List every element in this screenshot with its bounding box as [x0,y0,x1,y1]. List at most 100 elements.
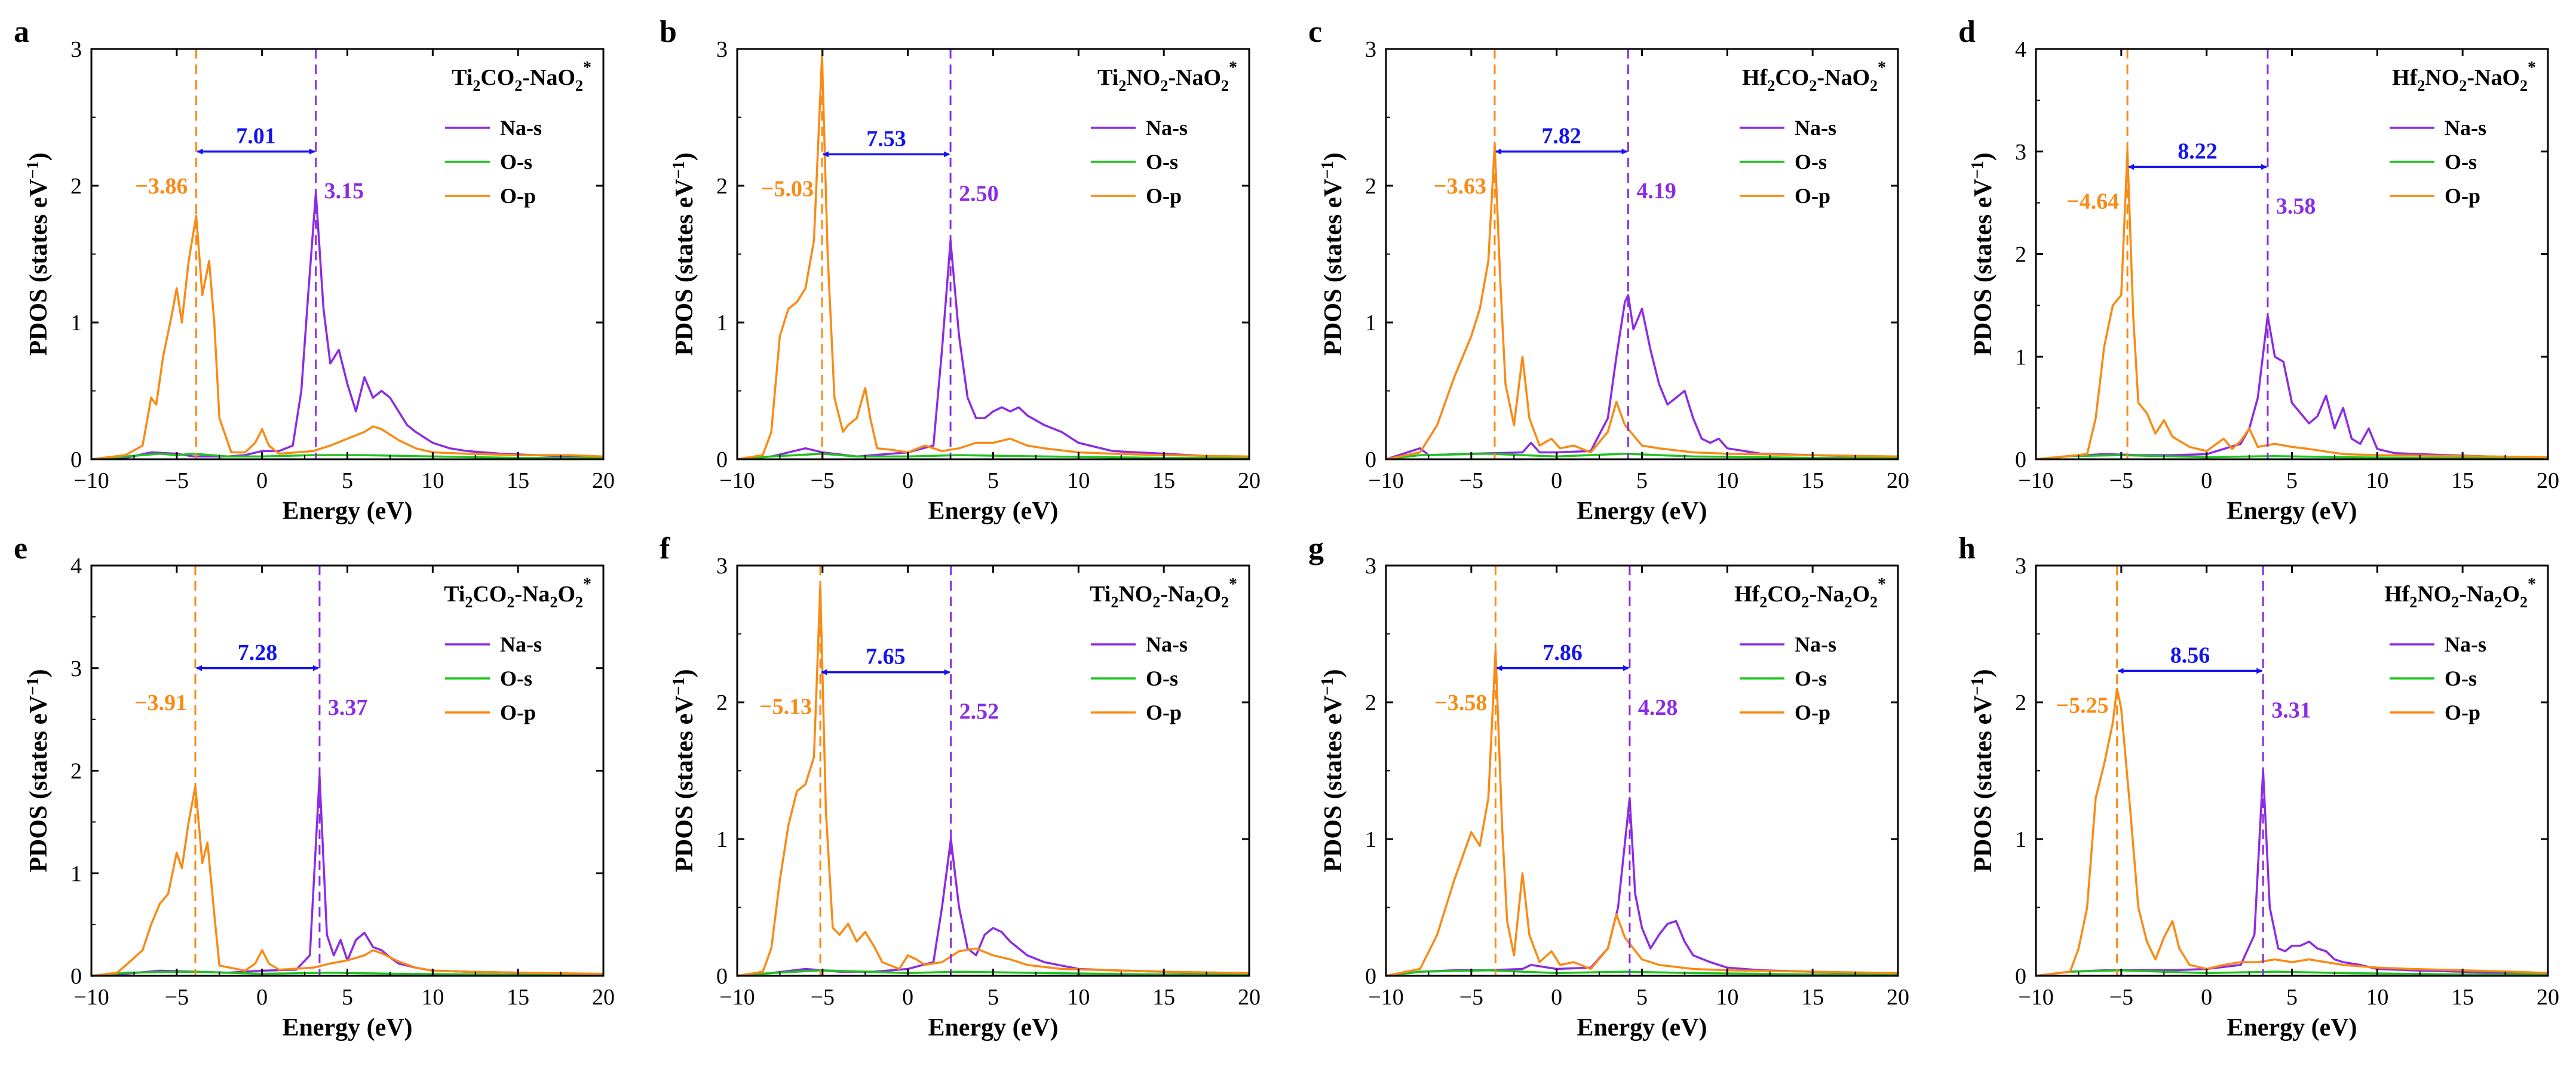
plot-frame [736,564,1250,977]
x-tick-label: 20 [2537,468,2559,493]
panel-title: Hf2CO2-NaO2* [1742,59,1886,94]
gap-value-label: 8.22 [2178,139,2218,164]
series-os-line [91,970,603,977]
panel-letter: a [14,15,29,49]
legend-label: O-s [1146,150,1178,174]
legend-label: Na-s [2445,116,2486,140]
y-tick-label: 2 [70,759,82,784]
x-tick-label: 10 [1716,468,1738,493]
op-center-label: −3.86 [135,174,188,199]
x-tick-label: 5 [988,468,999,493]
legend-label: O-s [500,150,532,174]
x-tick-label: −5 [165,468,189,493]
y-tick-label: 1 [716,827,728,852]
y-tick-label: 2 [1365,690,1376,715]
panel-letter: f [660,532,670,566]
y-tick-label: 1 [2015,345,2026,370]
x-tick-label: −10 [2018,985,2053,1010]
x-axis-label: Energy (eV) [928,497,1058,525]
panel-c: c 7.82 −3.63 4.19 −10 −5 0 5 10 15 20 0 1 2 3 Energy (e… [1308,15,1909,525]
x-tick-label: 15 [1801,468,1824,493]
panel-f: f 7.65 −5.13 2.52 −10 −5 0 5 10 15 20 0 1 2 3 Energy (e… [660,532,1261,1042]
x-tick-label: −5 [1459,985,1483,1010]
y-axis-label: PDOS (states eV−1) [1968,152,1997,355]
panel-g: g 7.86 −3.58 4.28 −10 −5 0 5 10 15 20 0 1 2 3 Energy (e… [1308,532,1909,1042]
series-nas-line [2035,314,2549,460]
y-axis-label: PDOS (states eV−1) [1318,669,1347,872]
y-tick-label: 2 [70,174,82,199]
panel-e: e 7.28 −3.91 3.37 −10 −5 0 5 10 15 20 0 1 2 3 4 Energy (… [14,532,615,1042]
x-tick-label: 15 [1152,468,1175,493]
x-tick-label: −5 [165,985,189,1010]
nas-center-label: 3.58 [2276,194,2316,219]
legend-label: O-p [500,701,536,724]
nas-center-label: 3.15 [324,179,364,204]
x-tick-label: 15 [507,468,529,493]
nas-center-label: 3.31 [2271,698,2311,723]
panel-h: h 8.56 −5.25 3.31 −10 −5 0 5 10 15 20 0 1 2 3 Energy (e… [1958,532,2559,1042]
y-tick-label: 1 [1365,311,1376,336]
x-tick-label: 10 [421,985,444,1010]
series-nas-line [1385,294,1899,460]
plot-frame [90,564,605,977]
x-tick-label: 0 [1551,985,1562,1010]
series-op-line [737,54,1250,460]
x-tick-label: −5 [2109,468,2133,493]
y-tick-label: 3 [70,37,82,62]
op-center-label: −5.13 [759,695,812,720]
series-nas-line [91,775,604,977]
op-center-label: −3.91 [134,690,187,715]
y-tick-label: 0 [716,447,728,472]
x-tick-label: −5 [1459,468,1483,493]
y-tick-label: 1 [70,861,82,886]
legend-label: O-s [1795,666,1827,690]
x-tick-label: 5 [988,985,999,1010]
y-tick-label: 0 [716,964,728,989]
gap-value-label: 7.01 [236,124,276,149]
y-tick-label: 1 [1365,827,1376,852]
x-tick-label: 20 [2537,985,2559,1010]
gap-value-label: 7.65 [866,644,906,669]
op-center-label: −3.58 [1434,690,1487,715]
y-tick-label: 3 [2015,554,2026,579]
y-tick-label: 4 [2015,37,2026,62]
x-tick-label: 5 [2286,468,2298,493]
y-tick-label: 2 [716,174,728,199]
y-tick-label: 3 [716,37,728,62]
legend-label: O-p [1146,701,1182,724]
x-tick-label: 0 [2201,985,2212,1010]
x-tick-label: 20 [1238,985,1261,1010]
op-center-label: −5.25 [2056,693,2109,718]
gap-value-label: 7.28 [238,640,278,665]
x-tick-label: 15 [2451,468,2474,493]
panel-letter: h [1958,532,1976,566]
series-os-line [1385,969,1898,977]
x-tick-label: 20 [592,468,615,493]
x-tick-label: 20 [1887,468,1909,493]
series-nas-line [2035,769,2549,977]
series-op-line [1385,143,1899,460]
x-tick-label: 5 [2286,985,2298,1010]
y-tick-label: 1 [2015,827,2026,852]
plot-frame [90,48,605,460]
y-axis-label: PDOS (states eV−1) [1318,152,1347,355]
legend-label: O-p [500,184,536,208]
legend-label: O-p [2445,701,2480,724]
x-tick-label: −10 [73,985,109,1010]
gap-value-label: 7.82 [1541,124,1581,149]
x-tick-label: −10 [2018,468,2053,493]
y-axis-label: PDOS (states eV−1) [670,152,698,355]
y-tick-label: 0 [1365,447,1376,472]
x-tick-label: 15 [1152,985,1175,1010]
x-tick-label: 10 [1067,468,1090,493]
series-nas-line [91,191,604,460]
series-op-line [737,585,1250,977]
x-tick-label: 5 [1636,468,1648,493]
legend-label: O-p [1146,184,1182,208]
plot-frame [736,48,1250,460]
x-axis-label: Energy (eV) [2227,497,2357,525]
y-axis-label: PDOS (states eV−1) [24,669,53,872]
y-tick-label: 1 [716,311,728,336]
legend-label: O-s [2445,150,2477,174]
y-tick-label: 0 [2015,964,2026,989]
